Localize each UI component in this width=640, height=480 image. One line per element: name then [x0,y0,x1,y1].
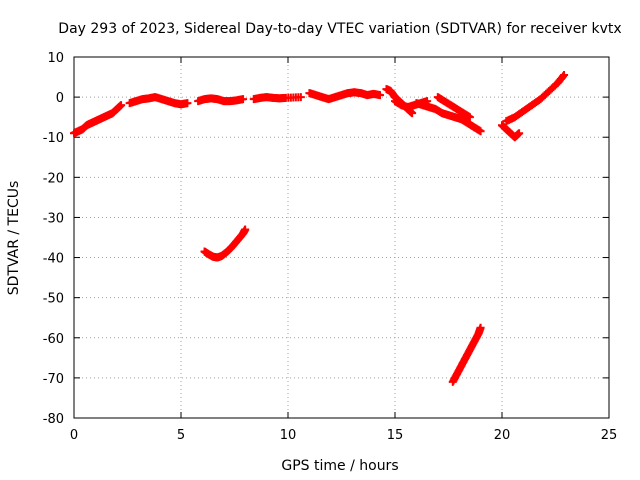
y-tick-label: 0 [56,91,64,106]
plot-frame [73,56,610,419]
grid-lines [74,57,609,418]
series-arc-13 [448,323,485,386]
data-point [476,323,485,332]
data-point [239,95,248,104]
y-tick-label: -60 [43,332,64,347]
data-point [241,225,250,234]
series-arc-4 [249,93,305,104]
data-point [408,109,417,118]
series-arc-5 [305,88,385,104]
chart-title: Day 293 of 2023, Sidereal Day-to-day VTE… [58,21,621,37]
x-tick-label: 25 [601,428,618,443]
y-tick-label: -40 [43,252,64,267]
y-tick-label: -30 [43,211,64,226]
series-arc-3 [194,94,248,106]
data-marks [70,71,569,386]
data-point [465,113,474,122]
series-arc-1 [70,101,126,138]
data-point [558,72,567,81]
data-point [560,71,569,80]
y-tick-label: 10 [47,51,64,66]
x-tick-label: 15 [387,428,404,443]
series-arc-8 [412,99,485,136]
data-point [376,91,385,100]
series-arc-10 [498,121,524,142]
data-point [476,127,485,136]
y-tick-label: -50 [43,292,64,307]
series-arc-11 [502,71,569,126]
series-arc-9 [433,93,474,122]
x-tick-label: 20 [494,428,511,443]
x-axis-label: GPS time / hours [281,458,398,474]
tick-labels: 0 5 10 15 20 25 10 0 -10 -20 -30 -40 -50 -60 -70 -80 [43,51,618,443]
y-tick-label: -80 [43,412,64,427]
y-tick-label: -20 [43,171,64,186]
series-arc-12 [200,225,250,262]
x-tick-label: 0 [70,428,78,443]
x-tick-label: 5 [177,428,185,443]
data-point [515,129,524,138]
data-point [117,101,126,110]
y-tick-label: -70 [43,372,64,387]
x-tick-label: 10 [280,428,297,443]
y-tick-label: -10 [43,131,64,146]
axes [73,56,610,419]
data-point [296,93,305,102]
y-axis-label: SDTVAR / TECUs [6,181,22,296]
data-point [183,99,192,108]
series-arc-2 [125,93,192,109]
